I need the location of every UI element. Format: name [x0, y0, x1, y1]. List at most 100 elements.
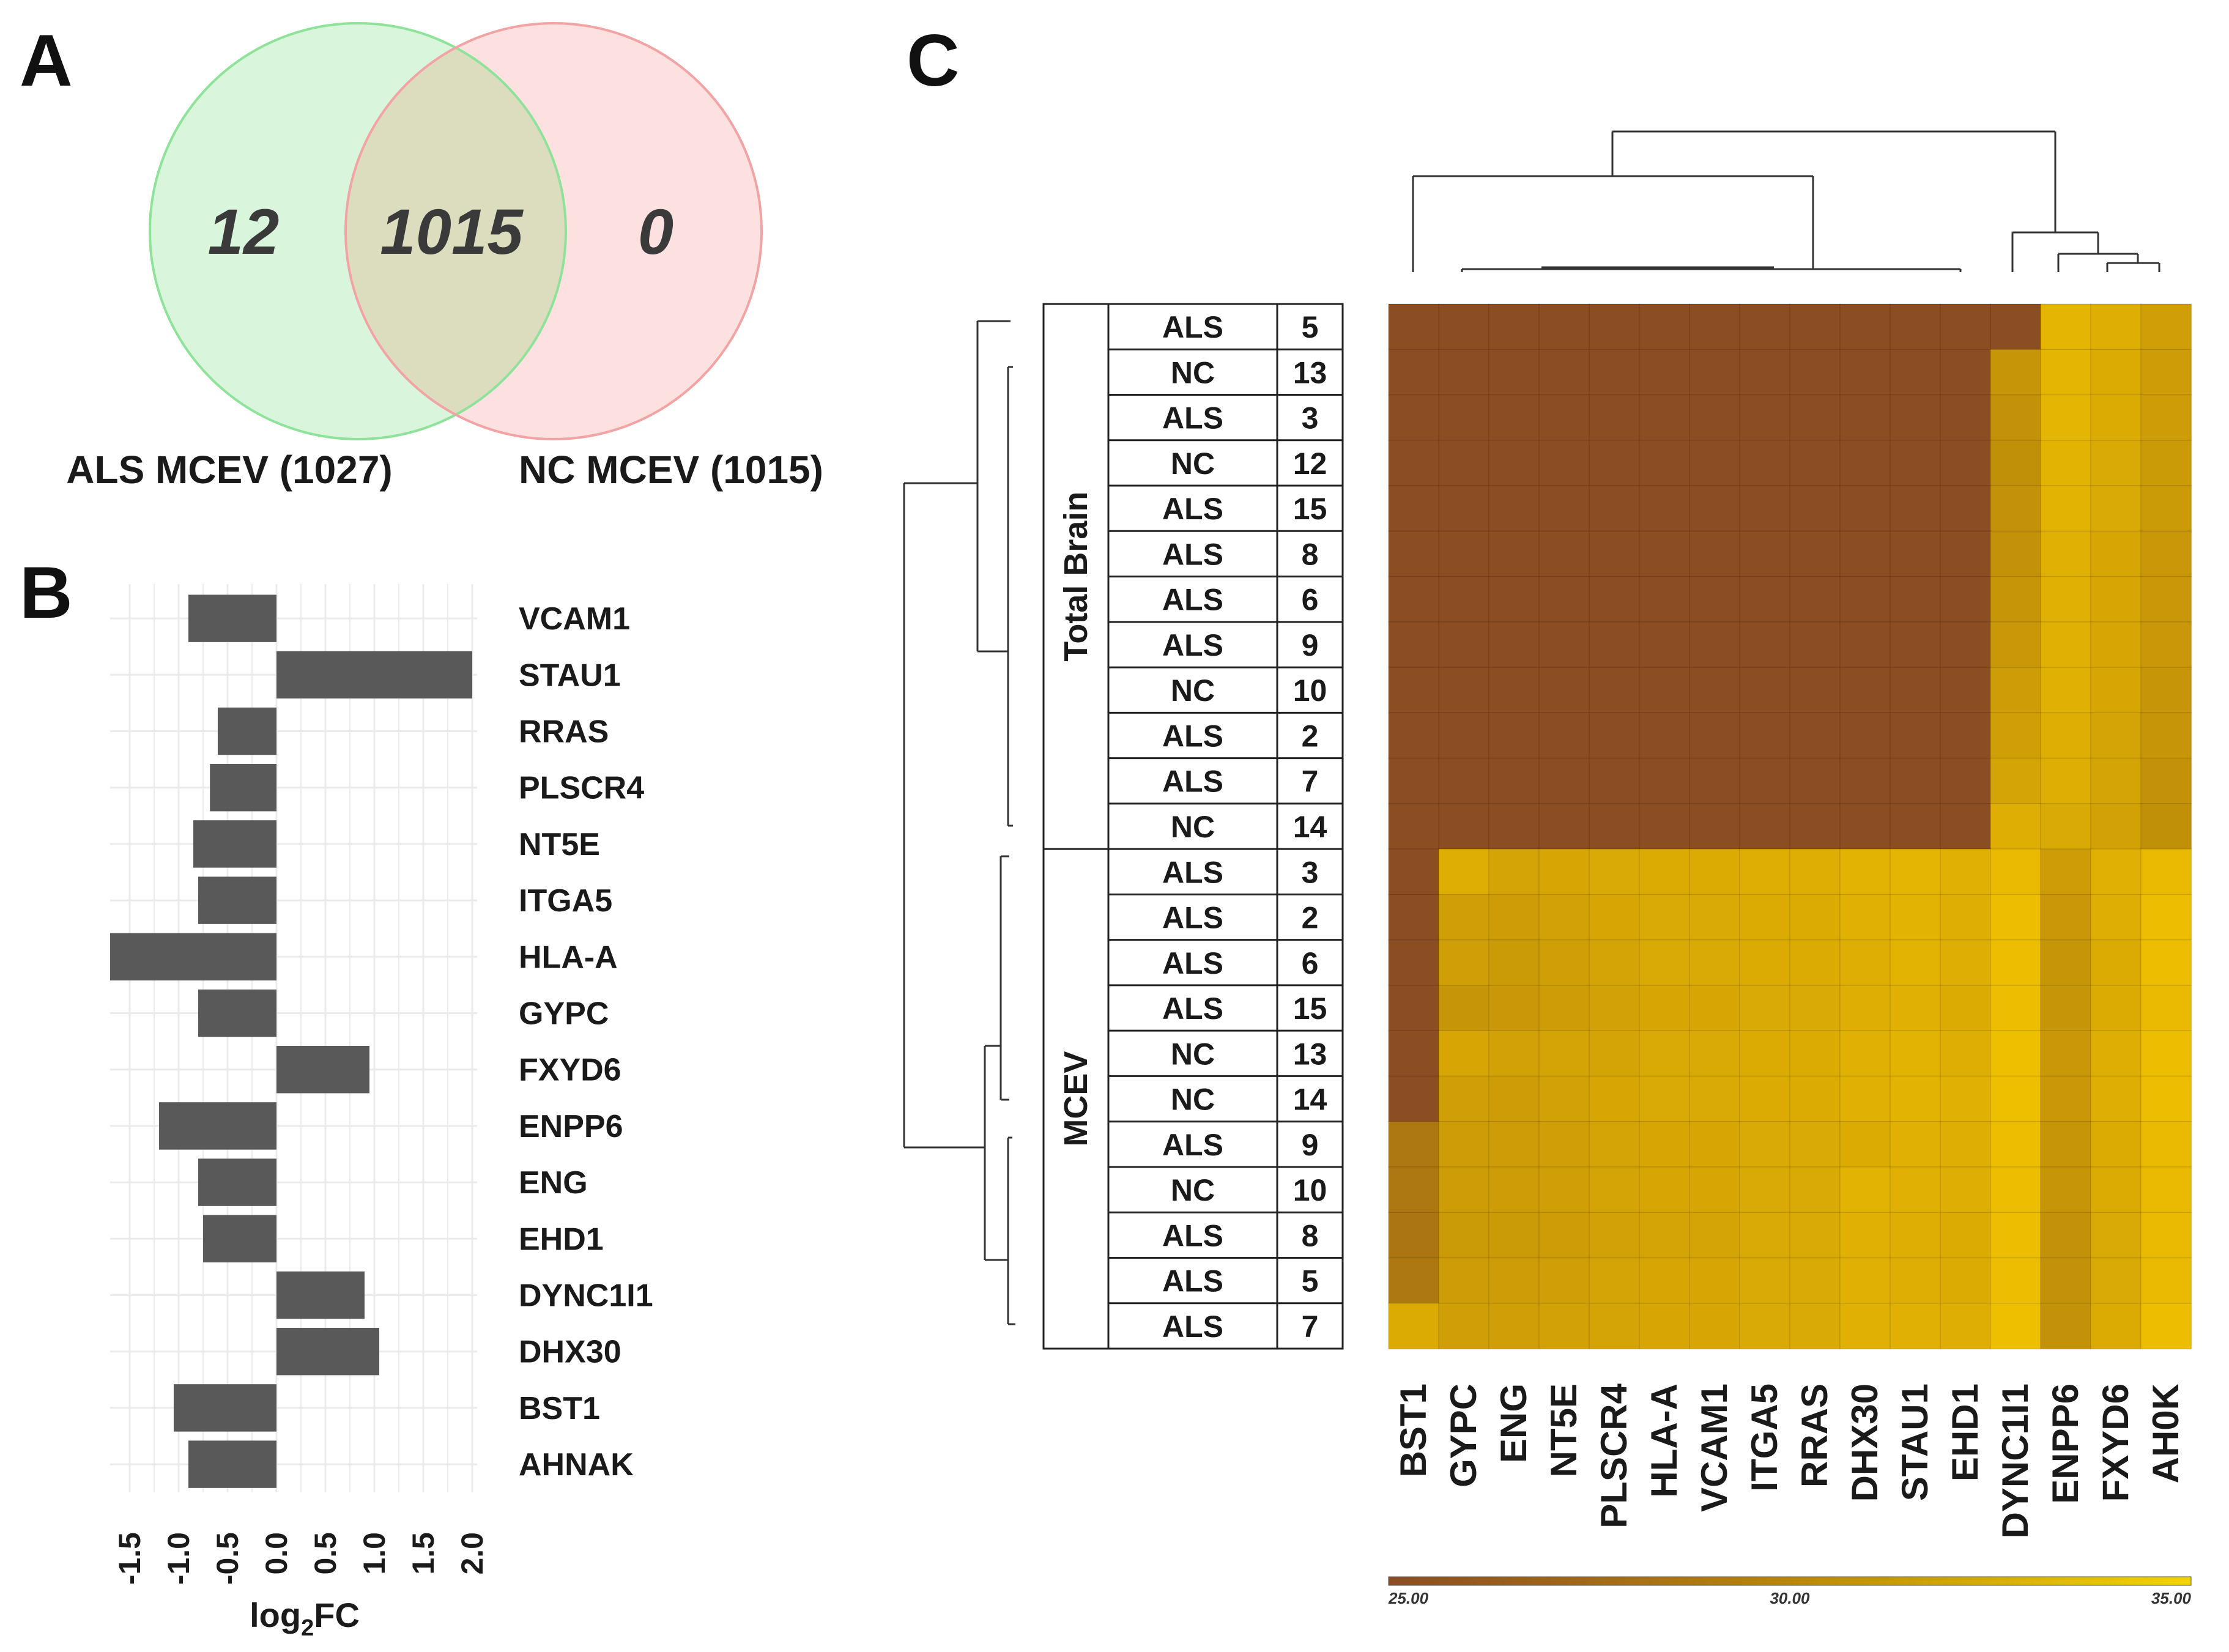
- heatmap-cell: [1739, 848, 1791, 895]
- bar-chart-gene-labels: VCAM1 STAU1 RRAS PLSCR4 NT5E ITGA5 HLA-A GYPC FX…: [519, 601, 653, 1483]
- heatmap-col-label-plscr4: PLSCR4: [1593, 1383, 1634, 1528]
- heatmap-cell: [1940, 530, 1992, 577]
- heatmap-col-label-ehd1: EHD1: [1945, 1383, 1986, 1481]
- heatmap-cell: [1739, 1212, 1791, 1259]
- heatmap-cell: [1890, 303, 1942, 350]
- table-condition: ALS: [1162, 991, 1223, 1026]
- heatmap-cell: [1639, 985, 1691, 1032]
- color-scale-gradient: [1388, 1576, 2192, 1586]
- heatmap-cell: [1990, 303, 2042, 350]
- table-border: [1042, 303, 1344, 1350]
- table-sample-id: 15: [1293, 991, 1327, 1026]
- table-sample-id: 2: [1302, 901, 1319, 935]
- heatmap-cell: [1789, 1120, 1841, 1168]
- heatmap-cell: [2140, 1257, 2192, 1304]
- heatmap-col-label-dhx30: DHX30: [1844, 1383, 1885, 1502]
- heatmap-cell: [2140, 712, 2192, 759]
- heatmap-cell: [1890, 530, 1942, 577]
- bar-tick-label: -0.5: [210, 1532, 245, 1585]
- heatmap-col-label-ah0k: AH0K: [2145, 1383, 2186, 1483]
- heatmap-cell: [1689, 394, 1741, 442]
- heatmap-cell: [1739, 894, 1791, 941]
- heatmap-cell: [2140, 349, 2192, 396]
- heatmap-cell: [1940, 894, 1992, 941]
- heatmap-cell: [1990, 394, 2042, 442]
- heatmap-cell: [2090, 848, 2142, 895]
- bar-ahnak: [188, 1440, 276, 1488]
- heatmap-cell: [1639, 349, 1691, 396]
- heatmap-cell: [1689, 530, 1741, 577]
- heatmap-cell: [1438, 440, 1490, 487]
- heatmap-cell: [1538, 1120, 1590, 1168]
- heatmap-cell: [1538, 440, 1590, 487]
- heatmap-cell: [1438, 1075, 1490, 1122]
- heatmap-cell: [1739, 485, 1791, 532]
- heatmap-column-labels: BST1 GYPC ENG NT5E PLSCR4 HLA-A VCAM1 ITGA5 RRAS…: [1393, 1383, 2186, 1538]
- heatmap-cell: [1589, 394, 1641, 442]
- heatmap-cell: [1689, 303, 1741, 350]
- heatmap-cell: [1940, 939, 1992, 987]
- heatmap-cell: [1538, 303, 1590, 350]
- heatmap-cell: [1839, 894, 1891, 941]
- heatmap-cell: [1488, 394, 1540, 442]
- heatmap-cell: [2090, 1030, 2142, 1077]
- heatmap-cell: [1488, 803, 1540, 850]
- heatmap-cell: [1689, 1075, 1741, 1122]
- heatmap-col-label-rras: RRAS: [1794, 1383, 1835, 1487]
- table-sample-id: 9: [1302, 628, 1319, 662]
- heatmap-cell: [2040, 939, 2092, 987]
- heatmap-cell: [1589, 1075, 1641, 1122]
- heatmap-cell: [1589, 667, 1641, 714]
- bar-hla-a: [110, 933, 276, 981]
- table-sample-id: 14: [1293, 1083, 1327, 1117]
- heatmap-cell: [1488, 576, 1540, 623]
- heatmap-cell: [2090, 1166, 2142, 1213]
- table-sample-id: 3: [1302, 401, 1319, 435]
- heatmap-col-label-eng: ENG: [1493, 1383, 1534, 1463]
- heatmap-cell: [1488, 1030, 1540, 1077]
- table-condition: ALS: [1162, 1309, 1223, 1344]
- heatmap-cell: [1789, 1257, 1841, 1304]
- heatmap-cell: [1890, 848, 1942, 895]
- heatmap-cell: [1538, 803, 1590, 850]
- heatmap-cell: [1940, 394, 1992, 442]
- heatmap-cell: [1739, 349, 1791, 396]
- panel-a-letter: A: [20, 20, 73, 102]
- heatmap-cell: [1639, 530, 1691, 577]
- venn-overlap-region: [346, 48, 566, 415]
- heatmap-cell: [2090, 1302, 2142, 1350]
- heatmap-cell: [1990, 621, 2042, 669]
- heatmap-cell: [1789, 1075, 1841, 1122]
- heatmap-cell: [1388, 1120, 1440, 1168]
- heatmap-cell: [2040, 349, 2092, 396]
- heatmap-cell: [1890, 440, 1942, 487]
- heatmap-cell: [1789, 667, 1841, 714]
- heatmap-cell: [1890, 621, 1942, 669]
- heatmap-cell: [1940, 985, 1992, 1032]
- heatmap-cell: [1990, 848, 2042, 895]
- heatmap-cell: [1839, 1302, 1891, 1350]
- heatmap-cell: [1589, 1030, 1641, 1077]
- heatmap-cell: [1639, 712, 1691, 759]
- heatmap-cell: [1639, 1302, 1691, 1350]
- heatmap-cell: [1839, 803, 1891, 850]
- bar-chart-bars: [110, 594, 472, 1488]
- heatmap-cell: [1589, 485, 1641, 532]
- heatmap-cell: [1990, 1257, 2042, 1304]
- heatmap-cell: [1990, 939, 2042, 987]
- table-sample-id: 10: [1293, 1173, 1327, 1207]
- bar-plscr4: [210, 763, 276, 812]
- heatmap-cell: [1890, 1302, 1942, 1350]
- bar-tick-label: 1.0: [357, 1532, 391, 1575]
- bar-rras: [218, 707, 276, 755]
- heatmap-cell: [2090, 1075, 2142, 1122]
- heatmap-cell: [1839, 757, 1891, 805]
- bar-ehd1: [203, 1215, 276, 1263]
- heatmap-cell: [1940, 848, 1992, 895]
- table-sample-id: 8: [1302, 1218, 1319, 1253]
- heatmap-cell: [1689, 985, 1741, 1032]
- table-sample-id: 10: [1293, 673, 1327, 708]
- heatmap-cell: [1890, 485, 1942, 532]
- heatmap-cell: [1890, 1120, 1942, 1168]
- heatmap-cell: [2090, 757, 2142, 805]
